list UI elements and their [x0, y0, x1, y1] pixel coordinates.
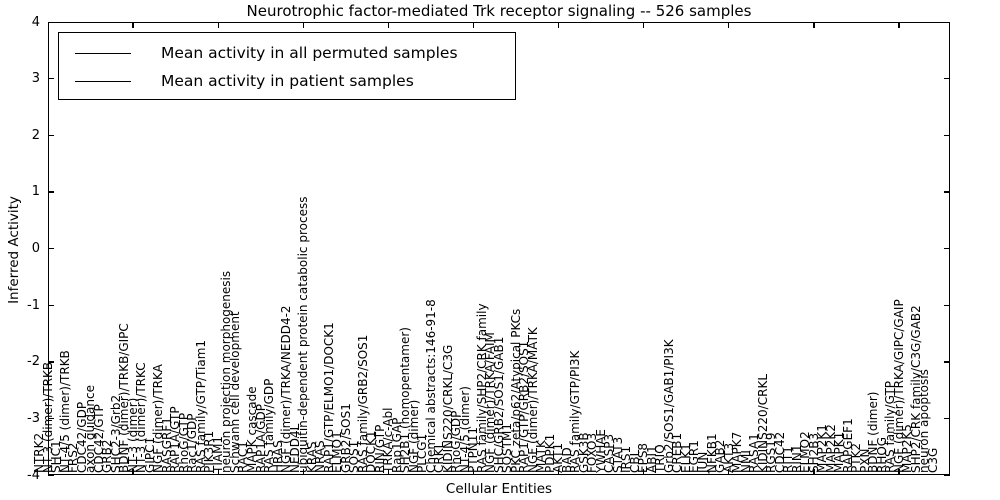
x-tickmark [898, 22, 900, 28]
chart-title: Neurotrophic factor-mediated Trk recepto… [246, 2, 752, 20]
x-tickmark [217, 469, 219, 475]
y-tickmark [944, 191, 950, 193]
x-category-label: ubiquitin-dependent protein catabolic pr… [296, 196, 311, 473]
y-tick--2: -2 [27, 354, 40, 370]
x-axis-label: Cellular Entities [445, 481, 553, 497]
x-tickmark [217, 22, 219, 28]
y-tickmark [48, 304, 54, 306]
y-tickmark [944, 304, 950, 306]
x-tickmark [472, 469, 475, 475]
x-category-label: C3G [925, 447, 940, 473]
y-tick--4: -4 [27, 467, 40, 483]
y-tick-4: 4 [31, 14, 40, 30]
legend-label-permuted: Mean activity in all permuted samples [161, 44, 458, 62]
y-tick-3: 3 [31, 71, 40, 87]
legend-item-permuted: Mean activity in all permuted samples [59, 39, 515, 67]
y-tickmark [944, 248, 950, 250]
y-tick--3: -3 [27, 410, 40, 426]
y-tickmark [944, 21, 950, 23]
x-tickmark [728, 469, 730, 475]
legend-line-red [75, 80, 131, 82]
x-tickmark [132, 22, 134, 28]
x-tickmark [387, 22, 390, 28]
y-tickmark [48, 474, 54, 476]
y-tick-2: 2 [31, 127, 40, 143]
x-tickmark [132, 469, 134, 475]
x-tickmark [557, 469, 560, 475]
y-tickmark [48, 417, 54, 420]
x-tickmark [643, 22, 645, 28]
y-tickmark [48, 191, 54, 193]
y-tickmark [944, 78, 950, 80]
y-tickmark [48, 248, 54, 250]
y-tickmark [48, 361, 54, 363]
x-tickmark [813, 22, 815, 28]
legend-item-patient: Mean activity in patient samples [59, 67, 515, 95]
x-tickmark [898, 469, 900, 475]
x-tickmark [728, 22, 730, 28]
y-tick--1: -1 [27, 297, 40, 313]
x-tickmark [302, 22, 304, 28]
y-tickmark [48, 78, 54, 80]
y-tickmark [944, 474, 950, 476]
x-tickmark [643, 469, 645, 475]
x-tickmark [813, 469, 815, 475]
y-tick-1: 1 [31, 184, 40, 200]
x-tickmark [472, 22, 475, 28]
y-tickmark [48, 134, 54, 137]
y-tickmark [48, 21, 54, 23]
y-tickmark [944, 417, 950, 420]
legend-line-black [75, 52, 131, 54]
x-tickmark [557, 22, 560, 28]
y-tick-0: 0 [31, 241, 40, 256]
x-tickmark [387, 469, 390, 475]
y-tickmark [944, 134, 950, 137]
legend: Mean activity in all permuted samples Me… [58, 32, 516, 100]
y-tickmark [944, 361, 950, 363]
x-tickmark [302, 469, 304, 475]
legend-label-patient: Mean activity in patient samples [161, 72, 414, 90]
